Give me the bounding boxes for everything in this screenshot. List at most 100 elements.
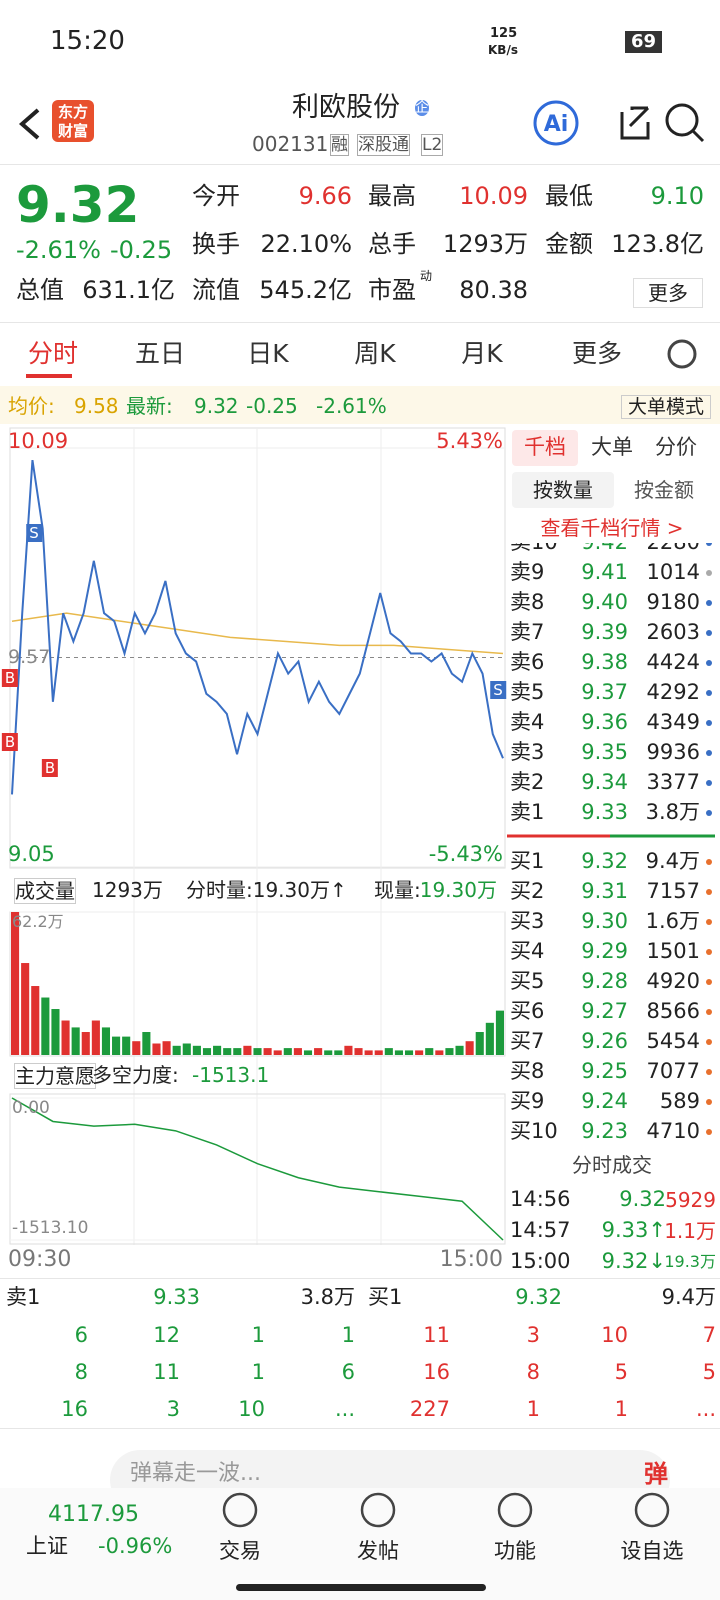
book-mode[interactable]: 按数量 — [533, 478, 593, 502]
book-tab[interactable]: 千档 — [524, 435, 566, 460]
volume-bar — [132, 1041, 141, 1055]
book-volume: 4710 — [646, 1119, 700, 1144]
book-dot — [706, 543, 712, 546]
stat-label: 今开 — [192, 181, 240, 210]
danmaku-button[interactable]: 弹 — [644, 1459, 668, 1488]
nav-item[interactable]: 发帖 — [357, 1539, 399, 1564]
stock-name: 利欧股份 — [292, 91, 400, 123]
prev-close-label: 9.57 — [8, 646, 51, 669]
trade-marker: B — [1, 733, 19, 751]
tab[interactable]: 分时 — [27, 339, 79, 368]
book-link[interactable]: 查看千档行情 > — [540, 516, 684, 540]
stat-label: 最低 — [545, 181, 593, 210]
trade-marker: B — [1, 669, 19, 687]
book-volume: 5454 — [646, 1029, 700, 1054]
l1-order: 1 — [251, 1360, 265, 1385]
book-level: 买9 — [510, 1089, 545, 1114]
l1-level: 买1 — [368, 1285, 403, 1310]
tab[interactable]: 五日 — [134, 339, 186, 368]
index-change: -0.96% — [98, 1534, 173, 1559]
book-level: 卖1 — [510, 800, 545, 825]
volume-now: 19.30万 — [419, 878, 497, 902]
volume-bar — [445, 1048, 454, 1055]
stat-sup: 动 — [420, 268, 433, 283]
latest-pct: -2.61% — [316, 394, 387, 418]
tab[interactable]: 日K — [247, 339, 289, 368]
book-tab[interactable]: 分价 — [655, 435, 697, 460]
book-level: 买2 — [510, 879, 545, 904]
stat-value: 10.09 — [459, 181, 528, 210]
book-dot — [706, 919, 712, 925]
book-price: 9.28 — [581, 969, 628, 994]
volume-bar — [334, 1050, 343, 1055]
book-dot — [706, 979, 712, 985]
stat-value: 631.1亿 — [82, 275, 175, 304]
tab[interactable]: 更多 — [571, 339, 623, 368]
volume-bar — [122, 1036, 131, 1055]
l1-order: 16 — [61, 1397, 88, 1422]
nav-icon — [360, 1492, 396, 1528]
tab[interactable]: 月K — [461, 339, 503, 368]
force-select[interactable]: 主力意愿 — [14, 1063, 96, 1089]
volume-bar — [253, 1048, 262, 1055]
l1-order: 5 — [614, 1360, 628, 1385]
book-dot — [706, 889, 712, 895]
volume-bar — [162, 1041, 171, 1055]
volume-bar — [71, 1027, 80, 1055]
stat-label: 市盈 — [368, 275, 416, 304]
book-tab[interactable]: 大单 — [591, 435, 633, 460]
logo-text: 东方 — [57, 103, 89, 121]
book-mode[interactable]: 按金额 — [634, 478, 694, 502]
l1-volume: 9.4万 — [661, 1285, 716, 1310]
badge: 企 — [415, 99, 429, 117]
settings-icon[interactable] — [667, 339, 697, 369]
more-button[interactable]: 更多 — [633, 278, 703, 308]
book-dot — [706, 1009, 712, 1015]
ai-text: Ai — [544, 112, 569, 137]
tab[interactable]: 周K — [354, 339, 396, 368]
net-speed: 125 — [490, 26, 518, 42]
volume-select[interactable]: 成交量 — [14, 878, 76, 904]
volume-bar — [243, 1045, 252, 1055]
back-icon[interactable] — [18, 108, 40, 140]
nav-item[interactable]: 功能 — [494, 1539, 536, 1564]
book-volume: 589 — [659, 1089, 700, 1114]
low-pct: -5.43% — [428, 842, 503, 867]
avg-label: 均价: — [8, 394, 55, 418]
divider — [0, 164, 720, 165]
trade-marker: S — [490, 681, 506, 699]
stat-label: 总值 — [16, 275, 64, 304]
book-level: 卖7 — [510, 620, 545, 645]
volume-bar — [465, 1041, 474, 1055]
logo-bg — [52, 100, 94, 142]
book-level: 买7 — [510, 1029, 545, 1054]
ai-icon[interactable] — [533, 100, 579, 146]
trade-volume: 5929 — [665, 1188, 716, 1212]
book-price: 9.40 — [581, 590, 628, 615]
volume-bar — [263, 1048, 272, 1055]
search-handle — [691, 129, 705, 143]
latest-label: 最新: — [126, 394, 173, 418]
stat-label: 总手 — [368, 229, 416, 258]
volume-total: 1293万 — [92, 878, 163, 902]
l1-order: 6 — [74, 1323, 88, 1348]
tag: 深股通 — [357, 133, 410, 157]
volume-bar — [364, 1050, 373, 1055]
l1-order: 12 — [153, 1323, 180, 1348]
low-label: 9.05 — [8, 842, 55, 867]
book-dot — [706, 1129, 712, 1135]
time-label: 15:00 — [439, 1246, 503, 1272]
l1-order: ... — [334, 1397, 355, 1422]
search-icon[interactable] — [665, 103, 699, 137]
book-price: 9.23 — [581, 1119, 628, 1144]
l1-volume: 3.8万 — [300, 1285, 355, 1310]
share-icon[interactable] — [620, 106, 650, 140]
book-level: 卖9 — [510, 560, 545, 585]
mode-button[interactable]: 大单模式 — [620, 394, 712, 420]
volume-bar — [81, 1032, 90, 1055]
book-price: 9.27 — [581, 999, 628, 1024]
nav-item[interactable]: 交易 — [219, 1539, 261, 1564]
stat-label: 换手 — [192, 229, 240, 258]
nav-item[interactable]: 设自选 — [620, 1539, 684, 1564]
